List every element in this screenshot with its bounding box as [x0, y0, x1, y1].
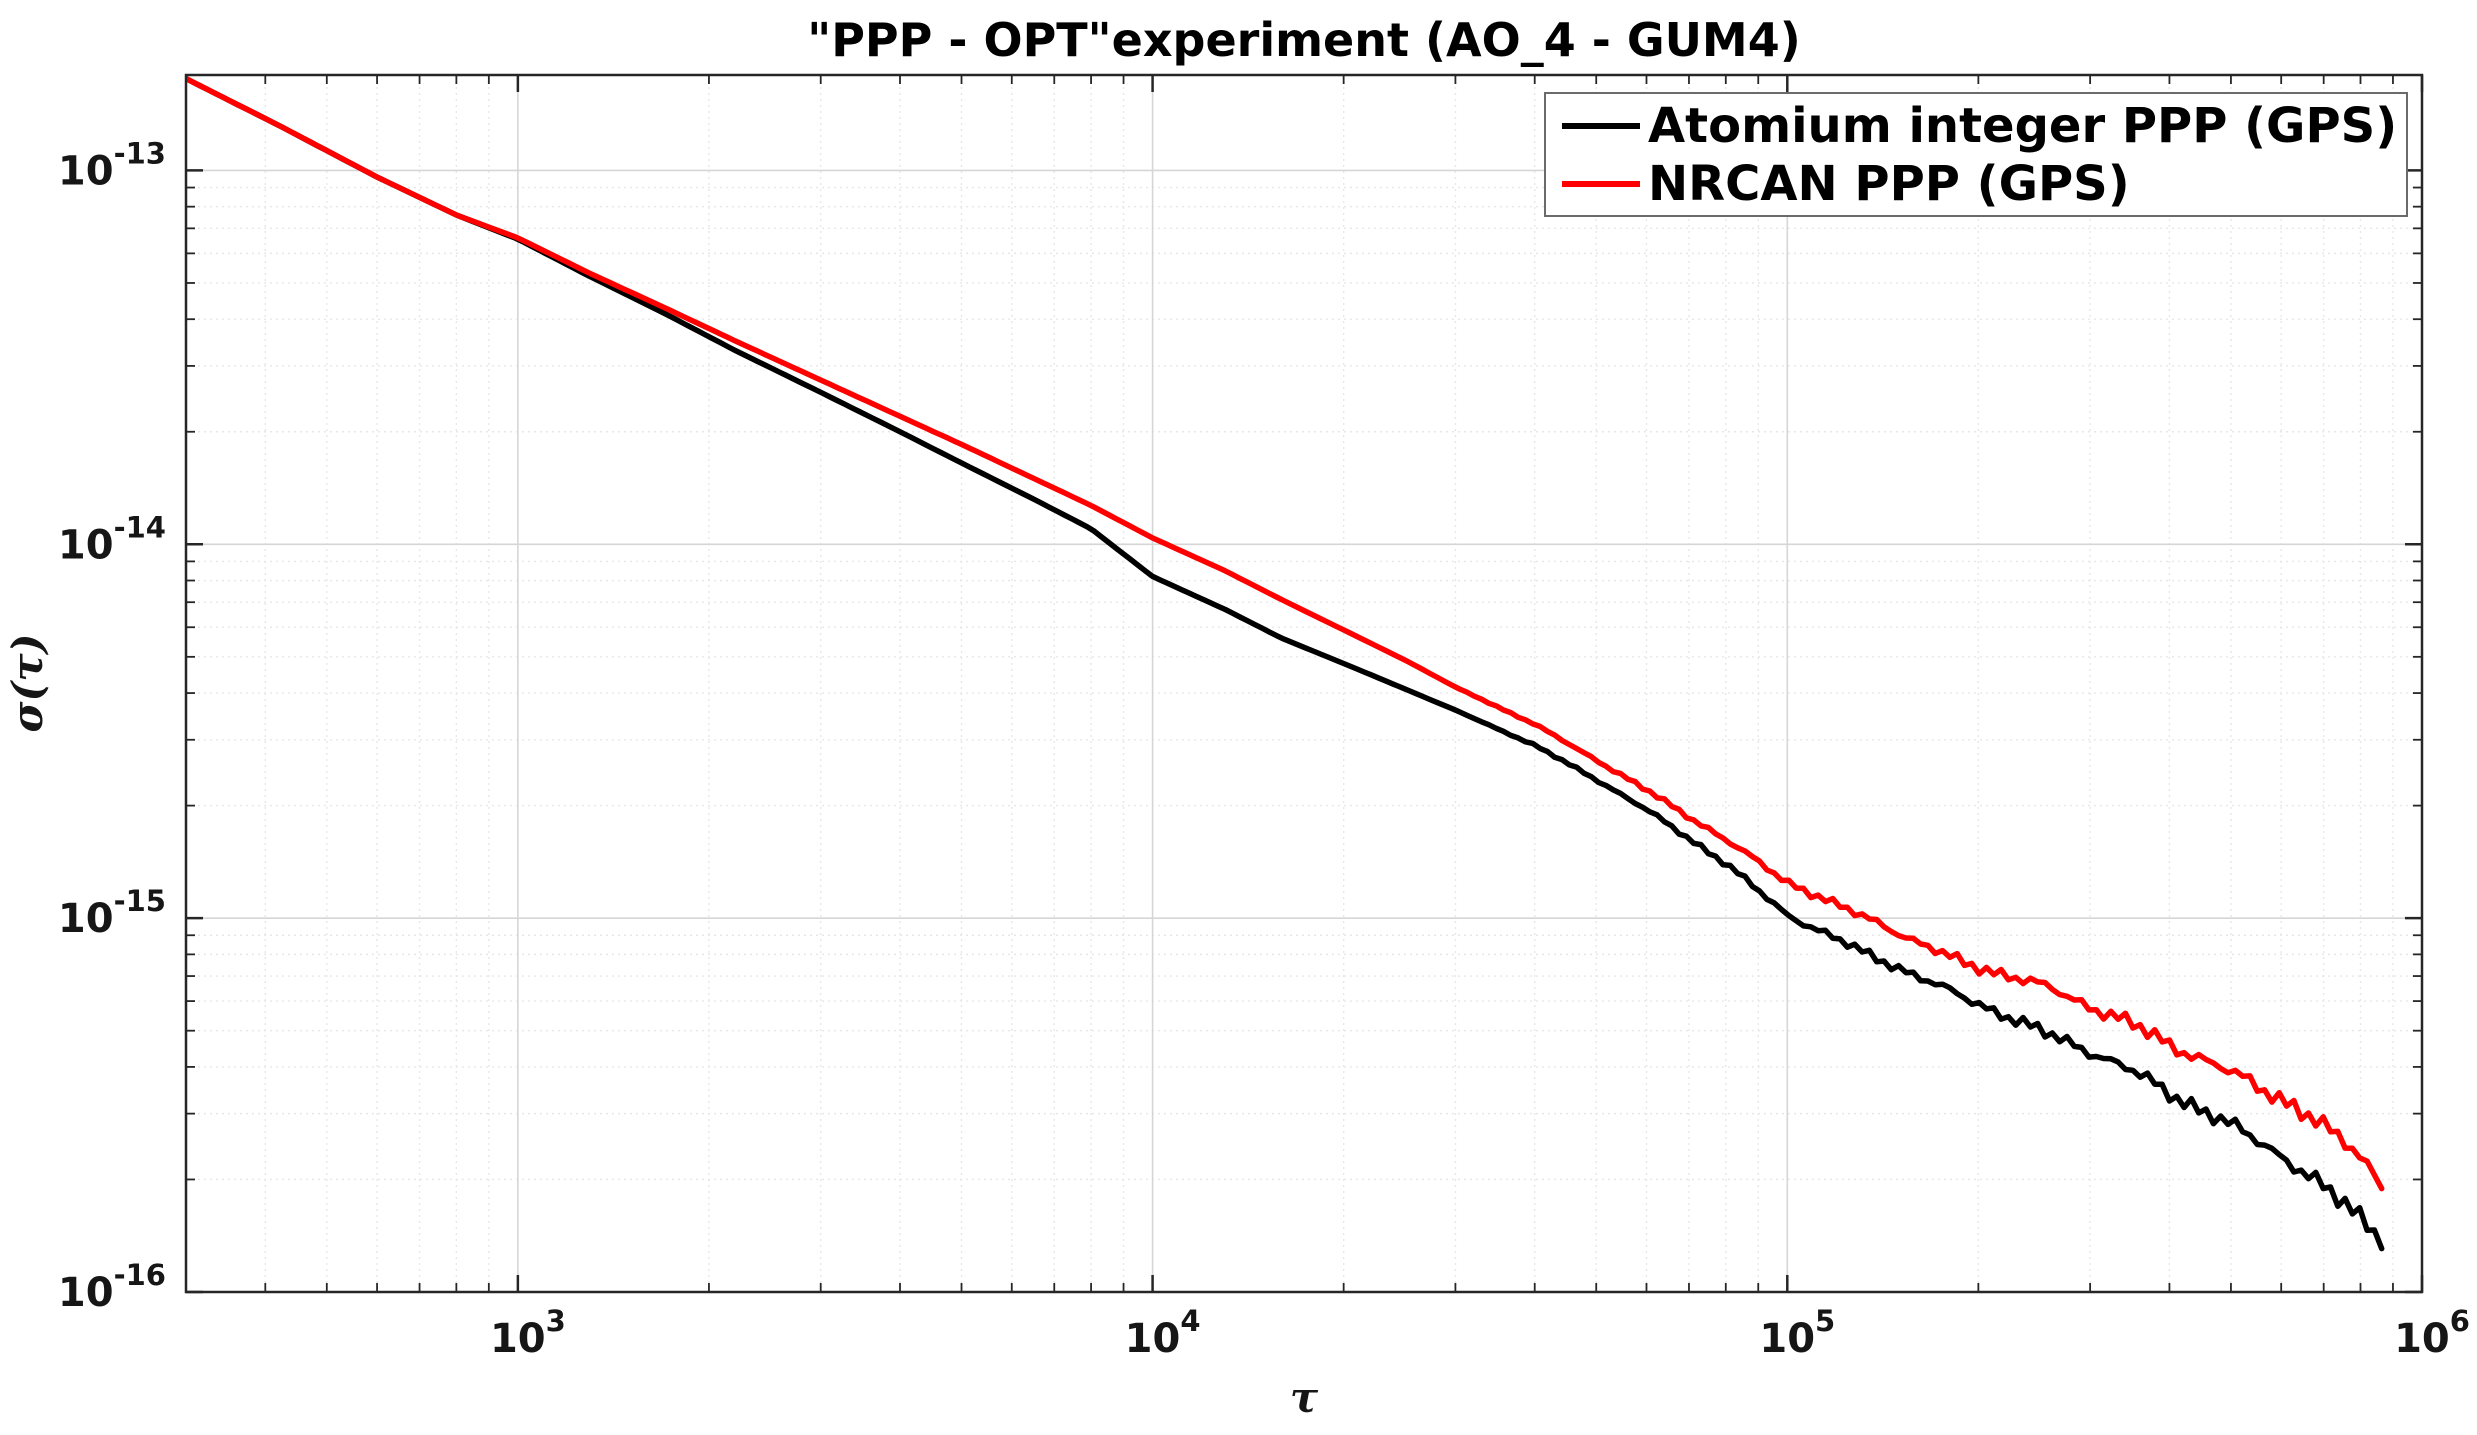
series-line-nrcan — [186, 75, 2385, 1192]
series-curves — [186, 75, 2385, 1252]
x-tick-label: 103 — [490, 1304, 566, 1362]
x-axis-label: τ — [1290, 1373, 1319, 1422]
x-tick-label: 106 — [2394, 1304, 2470, 1362]
x-tick-label: 105 — [1759, 1304, 1835, 1362]
legend-label-nrcan: NRCAN PPP (GPS) — [1648, 156, 2130, 212]
grid — [186, 75, 2423, 1293]
chart-title: "PPP - OPT"experiment (AO_4 - GUM4) — [807, 13, 1801, 67]
plot-border — [184, 73, 2424, 1294]
y-tick-label: 10-14 — [58, 510, 166, 568]
axis-tick-labels: 103 104 105 106 10-13 10-14 10-15 10-16 — [58, 136, 2470, 1362]
legend-box — [1544, 92, 2408, 217]
axis-ticks — [186, 75, 2424, 1294]
legend-label-atomium: Atomium integer PPP (GPS) — [1648, 98, 2397, 154]
y-tick-label: 10-16 — [58, 1258, 166, 1316]
x-tick-label: 104 — [1125, 1304, 1201, 1362]
y-axis-label: σ(τ) — [3, 634, 52, 733]
legend: Atomium integer PPP (GPS) NRCAN PPP (GPS… — [1544, 92, 2408, 217]
y-tick-label: 10-15 — [58, 884, 166, 942]
y-tick-label: 10-13 — [58, 136, 166, 194]
